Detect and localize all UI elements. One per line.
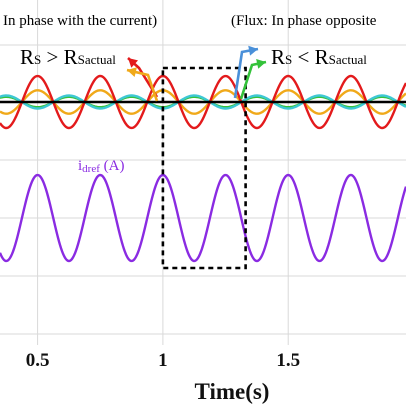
x-axis-label: Time(s)	[195, 379, 270, 404]
annotation-left-text: In phase with the current)	[3, 13, 157, 29]
lower-panel-series	[0, 173, 406, 263]
series-line-orange	[0, 89, 406, 115]
x-tick-label-1: 1	[158, 350, 168, 371]
upper-panel-series	[0, 74, 406, 130]
series-line-red	[0, 74, 406, 130]
x-tick-label-2: 1.5	[276, 350, 300, 371]
x-tick-label-0: 0.5	[26, 350, 50, 371]
arrow-orange-head	[127, 67, 137, 77]
x-tick-labels: 0.5 1 1.5	[26, 350, 300, 371]
arrow-blue-line	[233, 47, 259, 99]
rs-less-label: RS < RSactual	[271, 45, 367, 69]
arrow-blue	[233, 45, 259, 99]
arrow-orange	[126, 67, 159, 102]
rs-greater-label: RS > RSactual	[20, 45, 116, 69]
highlight-window-box	[161, 66, 247, 270]
annotation-right-text: (Flux: In phase opposite	[231, 13, 377, 29]
annotation-arrows	[126, 45, 267, 102]
arrow-green	[239, 58, 267, 100]
arrow-red-head	[128, 58, 139, 68]
arrow-blue-head	[248, 45, 258, 56]
idref-label: idref (A)	[78, 158, 124, 175]
series-line-cyan	[0, 94, 406, 110]
arrow-green-head	[256, 58, 266, 69]
series-line-idref	[0, 173, 406, 263]
